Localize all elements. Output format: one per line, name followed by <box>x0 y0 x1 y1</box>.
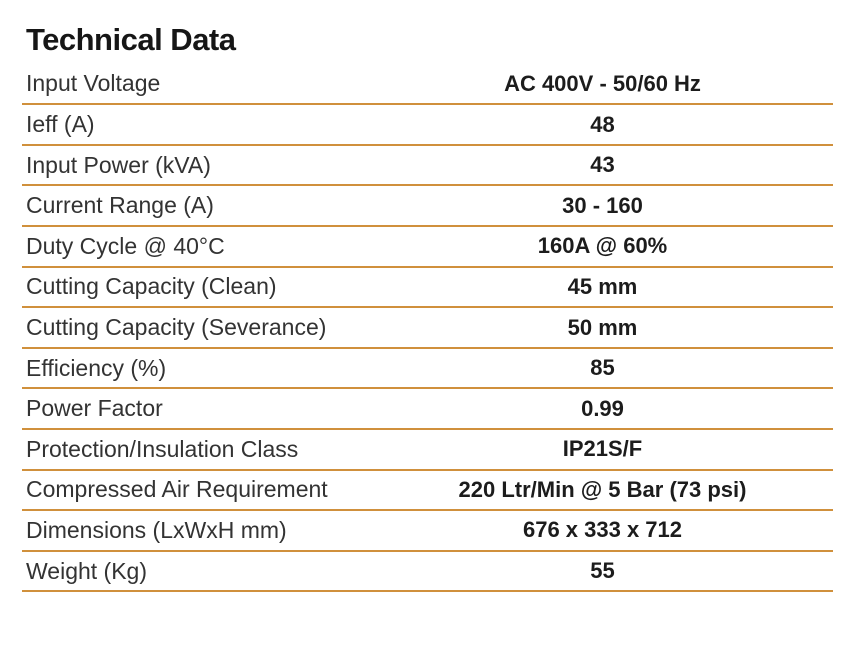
table-row: Input Voltage AC 400V - 50/60 Hz <box>22 65 833 106</box>
spec-value: 45 mm <box>567 273 638 299</box>
spec-label: Weight (Kg) <box>26 557 148 584</box>
table-row: Protection/Insulation Class IP21S/F <box>22 430 833 471</box>
spec-value: 85 <box>590 355 615 381</box>
spec-label: Ieff (A) <box>26 111 95 138</box>
spec-label: Compressed Air Requirement <box>26 476 328 503</box>
table-row: Dimensions (LxWxH mm) 676 x 333 x 712 <box>22 511 833 552</box>
spec-value: 30 - 160 <box>562 192 643 218</box>
spec-label: Duty Cycle @ 40°C <box>26 232 225 259</box>
table-row: Ieff (A) 48 <box>22 105 833 146</box>
spec-value: 48 <box>590 111 615 137</box>
table-row: Current Range (A) 30 - 160 <box>22 186 833 228</box>
spec-value: 50 mm <box>567 314 638 340</box>
page-title: Technical Data <box>26 22 236 57</box>
spec-value: IP21S/F <box>562 436 643 462</box>
spec-label: Protection/Insulation Class <box>26 435 299 462</box>
spec-label: Input Voltage <box>26 70 161 97</box>
table-row: Duty Cycle @ 40°C 160A @ 60% <box>22 227 833 268</box>
table-row: Input Power (kVA) 43 <box>22 146 833 187</box>
table-row: Weight (Kg) 55 <box>22 552 833 593</box>
spec-value: AC 400V - 50/60 Hz <box>504 70 701 96</box>
spec-label: Dimensions (LxWxH mm) <box>26 516 287 543</box>
table-row: Power Factor 0.99 <box>22 389 833 430</box>
table-row: Cutting Capacity (Clean) 45 mm <box>22 268 833 309</box>
spec-value: 676 x 333 x 712 <box>522 517 683 543</box>
spec-label: Power Factor <box>26 395 163 422</box>
table-row: Efficiency (%) 85 <box>22 349 833 390</box>
spec-value: 160A @ 60% <box>537 233 668 259</box>
spec-label: Current Range (A) <box>26 192 214 219</box>
spec-value: 220 Ltr/Min @ 5 Bar (73 psi) <box>458 476 747 502</box>
spec-value: 43 <box>590 152 615 178</box>
table-row: Compressed Air Requirement 220 Ltr/Min @ … <box>22 471 833 512</box>
spec-value: 55 <box>590 558 615 584</box>
spec-label: Input Power (kVA) <box>26 151 211 178</box>
spec-label: Cutting Capacity (Clean) <box>26 273 277 300</box>
table-row: Cutting Capacity (Severance) 50 mm <box>22 308 833 349</box>
spec-value: 0.99 <box>581 395 624 421</box>
spec-label: Efficiency (%) <box>26 354 167 381</box>
technical-data-table: Input Voltage AC 400V - 50/60 Hz Ieff (A) 4… <box>22 65 833 593</box>
spec-label: Cutting Capacity (Severance) <box>26 314 327 340</box>
